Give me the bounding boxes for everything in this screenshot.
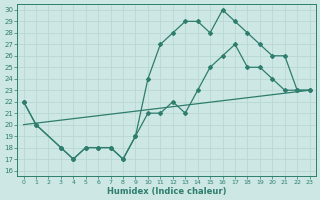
X-axis label: Humidex (Indice chaleur): Humidex (Indice chaleur) (107, 187, 226, 196)
